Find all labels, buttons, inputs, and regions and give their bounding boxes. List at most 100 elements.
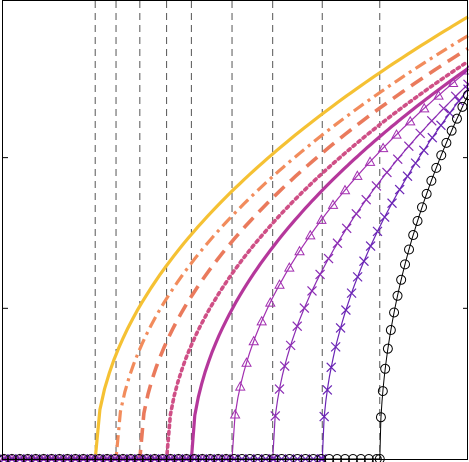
series-8-marker-48 bbox=[340, 305, 351, 316]
series-8-marker-53 bbox=[372, 226, 383, 237]
axis-ticks bbox=[3, 157, 468, 309]
series-8-line bbox=[3, 88, 469, 460]
series-9-marker-50 bbox=[375, 412, 386, 423]
series-6-marker-9 bbox=[62, 453, 73, 462]
series-6-marker-31 bbox=[229, 408, 241, 419]
series-7-marker-51 bbox=[392, 154, 403, 165]
series-8-marker-45 bbox=[326, 362, 337, 373]
series-7-marker-47 bbox=[351, 208, 362, 219]
series-9-marker-51 bbox=[377, 386, 388, 397]
series-2-line bbox=[3, 34, 469, 461]
series-6-marker-41 bbox=[316, 214, 327, 224]
series-6-marker-18 bbox=[134, 453, 144, 462]
series-6-marker-46 bbox=[377, 142, 389, 153]
series-6-marker-32 bbox=[234, 380, 246, 391]
series-6-marker-28 bbox=[213, 453, 223, 462]
series-7-marker-46 bbox=[341, 223, 352, 234]
series-9-marker-64 bbox=[426, 175, 437, 186]
series-7-marker-55 bbox=[438, 103, 449, 114]
series-6-marker-19 bbox=[142, 453, 152, 462]
series-curves bbox=[1, 15, 469, 461]
series-6-marker-4 bbox=[23, 453, 33, 462]
series-6-marker-24 bbox=[181, 453, 192, 462]
series-6-marker-47 bbox=[391, 129, 402, 139]
series-9-line bbox=[3, 94, 469, 460]
series-8-marker-43 bbox=[319, 411, 330, 422]
series-9-marker-56 bbox=[392, 290, 403, 301]
series-1-line bbox=[3, 15, 469, 461]
series-6-marker-10 bbox=[70, 453, 81, 462]
series-7-marker-43 bbox=[315, 269, 325, 280]
series-6-marker-35 bbox=[256, 315, 268, 326]
series-9-marker-63 bbox=[421, 188, 432, 199]
series-9-marker-59 bbox=[404, 244, 415, 255]
series-9-marker-52 bbox=[380, 363, 391, 374]
series-7-marker-44 bbox=[323, 253, 334, 264]
series-7-marker-49 bbox=[371, 180, 382, 191]
series-9-marker-57 bbox=[396, 274, 407, 285]
series-8-marker-51 bbox=[359, 256, 369, 267]
series-7-marker-41 bbox=[299, 303, 310, 314]
series-6-marker-34 bbox=[248, 335, 260, 346]
series-9-marker-54 bbox=[385, 325, 396, 336]
series-7-marker-45 bbox=[332, 238, 343, 249]
series-6-marker-14 bbox=[102, 453, 112, 462]
series-3-line bbox=[3, 47, 469, 461]
series-6-marker-13 bbox=[94, 453, 104, 462]
series-9-marker-69 bbox=[451, 113, 462, 124]
series-7-marker-39 bbox=[285, 340, 296, 351]
series-6-marker-1 bbox=[0, 453, 9, 462]
series-6-marker-11 bbox=[78, 453, 89, 462]
series-7-marker-40 bbox=[292, 321, 303, 332]
series-9-marker-67 bbox=[441, 137, 452, 148]
series-4-line bbox=[1, 59, 469, 461]
series-7-marker-52 bbox=[403, 141, 414, 152]
series-7-marker-38 bbox=[279, 361, 290, 372]
series-9-marker-61 bbox=[412, 215, 423, 226]
series-6-marker-50 bbox=[433, 89, 444, 100]
series-6-marker-37 bbox=[274, 279, 285, 289]
series-8-markers bbox=[0, 84, 469, 462]
series-9-marker-68 bbox=[446, 125, 457, 136]
series-6-marker-26 bbox=[197, 453, 208, 462]
series-8-marker-49 bbox=[346, 288, 357, 299]
series-6-marker-36 bbox=[264, 296, 276, 307]
series-8-marker-44 bbox=[322, 385, 333, 395]
series-9-marker-55 bbox=[389, 307, 400, 318]
series-6-marker-12 bbox=[86, 453, 96, 462]
series-6-marker-33 bbox=[241, 357, 252, 367]
series-9-marker-62 bbox=[417, 202, 428, 213]
series-6-marker-51 bbox=[447, 77, 459, 87]
series-7-marker-37 bbox=[274, 384, 285, 394]
threshold-lines bbox=[94, 1, 381, 459]
series-7-marker-54 bbox=[426, 115, 437, 126]
series-9-markers bbox=[0, 90, 469, 462]
series-6-marker-3 bbox=[15, 453, 25, 462]
series-6-marker-2 bbox=[7, 453, 17, 462]
series-8-marker-56 bbox=[394, 184, 405, 195]
series-6-marker-5 bbox=[30, 453, 41, 462]
series-6-markers bbox=[0, 64, 469, 462]
series-6-marker-38 bbox=[283, 262, 295, 272]
series-8-marker-46 bbox=[330, 341, 341, 352]
series-6-marker-49 bbox=[418, 102, 430, 113]
series-6-marker-7 bbox=[46, 453, 57, 462]
series-9-marker-70 bbox=[457, 101, 468, 112]
series-8-marker-61 bbox=[436, 120, 446, 131]
series-6-marker-42 bbox=[327, 199, 339, 209]
series-5-line bbox=[3, 67, 469, 461]
series-6-marker-27 bbox=[205, 453, 215, 462]
series-8-marker-59 bbox=[418, 145, 429, 156]
series-9-marker-66 bbox=[436, 150, 447, 161]
series-6-marker-22 bbox=[165, 453, 176, 462]
series-6-marker-15 bbox=[110, 453, 120, 462]
series-6-marker-23 bbox=[173, 453, 184, 462]
series-6-marker-45 bbox=[364, 156, 376, 166]
series-markers bbox=[0, 64, 469, 462]
series-7-marker-42 bbox=[307, 285, 317, 296]
series-6-marker-20 bbox=[149, 453, 160, 462]
series-6-line bbox=[3, 69, 469, 460]
series-6-marker-16 bbox=[118, 453, 128, 462]
